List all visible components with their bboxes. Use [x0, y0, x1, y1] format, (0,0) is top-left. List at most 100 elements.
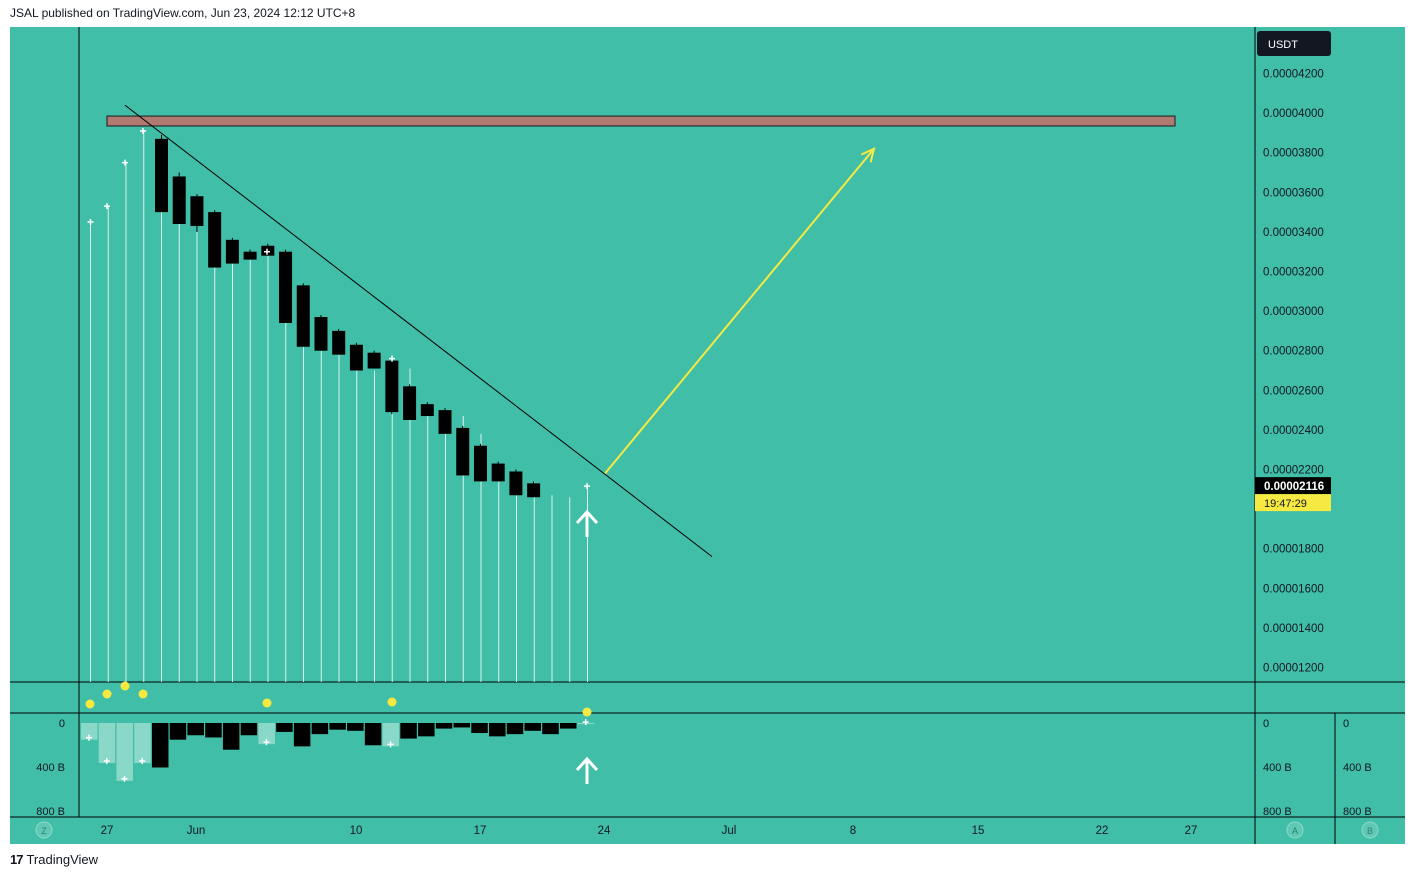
indicator-dot [262, 698, 272, 708]
up-arrow-marker [575, 509, 599, 537]
candle-body [332, 330, 346, 355]
candle-body [243, 251, 257, 260]
pane-badge[interactable]: A [1286, 821, 1304, 839]
sub-bar [347, 723, 364, 731]
price-tick-label: 0.00002400 [1263, 425, 1324, 437]
price-axis: 0.00004200 0.00004000 0.00003800 0.00003600… [1263, 69, 1324, 675]
candle-body [527, 483, 541, 498]
sub-bar [151, 723, 169, 768]
plus-mark [389, 355, 395, 362]
price-tick-label: 0.00003400 [1263, 227, 1324, 239]
footer-brand[interactable]: 17 TradingView [10, 852, 98, 867]
sub-bar [293, 723, 311, 747]
candle-body [314, 317, 328, 351]
sub-bar [382, 723, 400, 747]
time-tick-label: 27 [101, 825, 114, 837]
price-tick-label: 0.00001600 [1263, 583, 1324, 595]
time-tick-label: 8 [850, 825, 856, 837]
pane-badge-circle [35, 821, 53, 839]
candle-body [172, 176, 186, 224]
pane-badge-label: A [1292, 826, 1298, 836]
sub-bar [435, 723, 453, 729]
price-tick-label: 0.00003800 [1263, 148, 1324, 160]
price-tick-label: 0.00004000 [1263, 108, 1324, 120]
vertical-lines-layer [90, 130, 588, 682]
up-arrow-head [575, 756, 599, 772]
projection-arrow-line [604, 148, 875, 475]
pane-badge-circle [1361, 821, 1379, 839]
sub-bar [240, 723, 258, 736]
sub-bar [524, 723, 541, 731]
sub-plus-mark [121, 775, 128, 782]
tradingview-logo: 17 [10, 852, 24, 867]
candle-body [367, 352, 381, 369]
price-tick-label: 0.00002200 [1263, 465, 1324, 477]
brand-label: TradingView [26, 852, 99, 867]
projection-arrow-head [860, 146, 876, 163]
pane-badge[interactable]: B [1361, 821, 1379, 839]
indicator-dot [85, 699, 95, 709]
price-tick-label: 0.00002800 [1263, 346, 1324, 358]
sub-bar [418, 723, 435, 737]
sub-bar [276, 723, 293, 732]
indicator-dot [582, 707, 592, 717]
candle-body [349, 344, 363, 371]
sub-bar [542, 723, 559, 735]
time-tick-label: Jul [722, 825, 737, 837]
sub-bar [453, 723, 471, 728]
candle-body [296, 285, 310, 347]
candle-body [385, 360, 399, 413]
time-tick-label: 24 [598, 825, 611, 837]
countdown-value: 19:47:29 [1264, 498, 1307, 510]
plus-mark [584, 483, 590, 490]
price-tick-label: 0.00003000 [1263, 306, 1324, 318]
candle-body [456, 427, 470, 476]
price-tick-label: 0.00004200 [1263, 69, 1324, 81]
time-tick-label: 10 [350, 825, 363, 837]
chart-frame[interactable]: 0.00004200 0.00004000 0.00003800 0.00003600… [10, 27, 1405, 844]
sub-bar [116, 723, 133, 781]
time-tick-label: 27 [1185, 825, 1198, 837]
candle-body [279, 251, 293, 323]
sub-bar [81, 723, 98, 740]
pane-badge-label: B [1367, 826, 1373, 836]
sub-bar [134, 723, 151, 764]
indicator-dot [102, 689, 112, 699]
sub-tick-label: 800 B [1343, 806, 1372, 818]
price-chart[interactable]: 0.00004200 0.00004000 0.00003800 0.00003600… [10, 27, 1405, 844]
candle-body [420, 404, 434, 417]
currency-label: USDT [1268, 39, 1298, 51]
price-tick-label: 0.00001400 [1263, 623, 1324, 635]
price-tick-label: 0.00002600 [1263, 385, 1324, 397]
indicator-dot [138, 689, 148, 699]
sub-bar [205, 723, 222, 738]
candle-body [509, 471, 523, 496]
sub-bar [222, 723, 240, 750]
sub-bar [506, 723, 524, 735]
up-arrow-head [575, 509, 599, 525]
last-price-value: 0.00002116 [1264, 481, 1324, 493]
resistance-layer [106, 115, 1176, 127]
candle-body [190, 196, 204, 226]
sub-bar [258, 723, 275, 745]
sub-plus-mark [582, 719, 589, 726]
sub-tick-label: 0 [59, 718, 65, 730]
sub-bar [489, 723, 506, 737]
pane-badge[interactable]: Z [35, 821, 53, 839]
sub-tick-label: 800 B [1263, 806, 1292, 818]
plus-mark [140, 127, 146, 134]
resistance-zone [106, 115, 1176, 127]
currency-badge[interactable]: USDT [1257, 31, 1331, 56]
sub-bar [329, 723, 346, 730]
price-tick-label: 0.00003200 [1263, 267, 1324, 279]
indicator-dot [387, 697, 397, 707]
candle-body [473, 445, 487, 482]
sub-up-arrow-marker [575, 756, 599, 784]
time-tick-label: 22 [1096, 825, 1109, 837]
price-tick-label: 0.00001800 [1263, 544, 1324, 556]
publish-header: JSAL published on TradingView.com, Jun 2… [10, 6, 356, 20]
time-tick-label: Jun [187, 825, 206, 837]
sub-bar [311, 723, 329, 735]
sub-tick-label: 400 B [1343, 762, 1372, 774]
price-tick-label: 0.00003600 [1263, 187, 1324, 199]
